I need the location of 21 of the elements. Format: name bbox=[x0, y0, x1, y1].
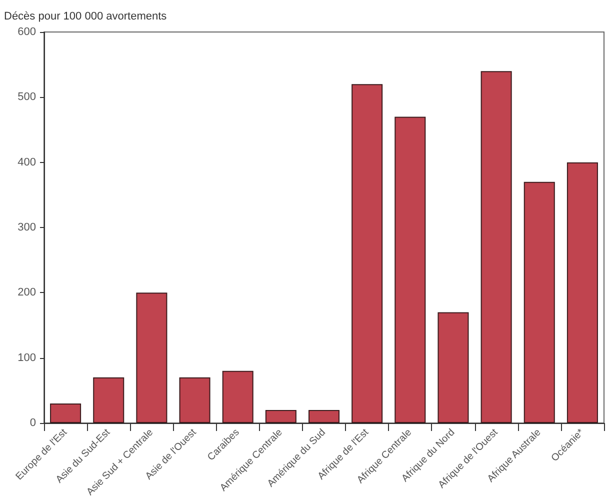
bar bbox=[136, 292, 168, 423]
bar bbox=[308, 410, 340, 423]
bar bbox=[50, 403, 82, 423]
y-axis-title: Décès pour 100 000 avortements bbox=[4, 10, 168, 22]
bar bbox=[352, 84, 383, 423]
y-tick-label: 400 bbox=[18, 156, 36, 168]
bar bbox=[93, 377, 124, 423]
y-tick-label: 100 bbox=[18, 352, 36, 364]
bar bbox=[222, 370, 254, 423]
bar bbox=[566, 162, 598, 423]
bar bbox=[438, 312, 469, 423]
y-tick-label: 500 bbox=[18, 91, 36, 104]
bar bbox=[524, 182, 555, 423]
bar bbox=[394, 116, 426, 423]
y-tick-label: 0 bbox=[30, 417, 36, 429]
bar bbox=[179, 377, 210, 423]
bar bbox=[480, 71, 512, 423]
y-tick-label: 200 bbox=[18, 286, 36, 299]
y-tick-label: 600 bbox=[18, 26, 36, 38]
y-tick-label: 300 bbox=[18, 222, 36, 234]
bar bbox=[265, 410, 296, 423]
